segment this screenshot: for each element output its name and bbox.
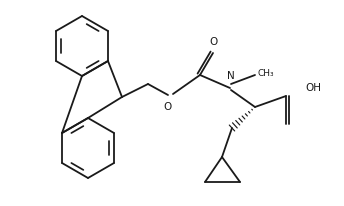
Text: OH: OH — [305, 83, 321, 93]
Text: O: O — [209, 37, 217, 47]
Text: N: N — [227, 71, 235, 81]
Text: CH₃: CH₃ — [257, 69, 273, 77]
Text: O: O — [164, 102, 172, 112]
